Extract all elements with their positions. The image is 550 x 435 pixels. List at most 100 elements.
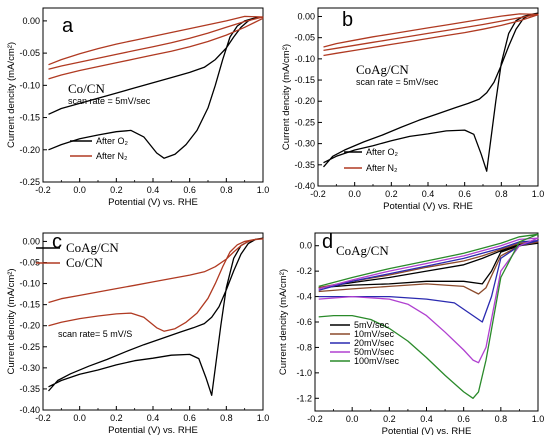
series-line-3 [48,17,264,80]
series-line-2 [48,15,264,70]
legend-label: 100mV/sec [354,356,400,366]
legend-label: Co/CN [66,255,103,270]
y-tick-label: -0.40 [294,181,315,191]
x-tick-label: 0.4 [420,414,433,424]
panel-letter: c [52,231,62,253]
y-tick-label: -0.6 [296,317,312,327]
plot-frame [317,7,539,187]
panel-a: -0.2 0.0 0.2 0.4 0.6 0.8 1.0 0.00 -0.05 -0.10 -0.1… [6,7,270,208]
x-tick-label: 1.0 [532,189,545,199]
series-line-2 [48,238,264,332]
y-tick-label: -0.05 [19,258,40,268]
series-line-1 [323,12,539,172]
sample-label: Co/CN [68,81,105,96]
y-tick-label: 0.0 [299,241,312,251]
panel-letter: a [62,15,74,37]
y-axis-label: Current dencity (mA/cm²) [6,268,17,374]
legend-label: After N₂ [366,163,398,173]
y-tick-label: -0.05 [294,33,315,43]
series-line-3 [323,14,539,57]
x-tick-label: 0.4 [422,189,435,199]
y-tick-label: -0.40 [19,405,40,415]
panel-c: -0.2 0.0 0.2 0.4 0.6 0.8 1.0 0.00 -0.05 -0.10 -0.1… [6,231,269,435]
y-tick-label: -0.25 [19,342,40,352]
y-tick-label: -0.15 [19,300,40,310]
y-tick-label: 0.00 [297,11,315,21]
scan-rate-annotation: scan rate = 5mV/sec [68,96,151,106]
legend-label: After O₂ [96,136,129,146]
legend-label: 5mV/sec [354,320,390,330]
x-tick-label: 0.6 [183,413,196,423]
scan-rate-annotation: scan rate = 5mV/sec [356,77,439,87]
y-tick-label: -0.8 [296,342,312,352]
panel-d: -0.2 0.0 0.2 0.4 0.6 0.8 1.0 0.0 -0.2 -0.4 -0.6 -0.… [278,231,544,435]
x-axis-label: Potential (V) vs. RHE [382,426,472,435]
legend-label: 50mV/sec [354,347,395,357]
legend-label: After N₂ [96,151,128,161]
series-line-4 [318,237,539,364]
panel-letter: b [342,9,353,31]
y-axis-label: Current dencity (mA/cm²) [278,269,289,375]
x-tick-label: 0.2 [110,413,123,423]
y-tick-label: -0.20 [294,96,315,106]
x-tick-label: 0.6 [457,414,470,424]
series-line-2 [323,13,539,52]
y-tick-label: -0.20 [19,145,40,155]
x-tick-label: 0.4 [147,185,160,195]
y-tick-label: 0.00 [22,16,40,26]
y-axis-label: Current dencity (mA/cm²) [6,42,17,148]
scan-rate-annotation: scan rate= 5 mV/S [58,329,132,339]
x-tick-label: 0.8 [495,189,508,199]
plot-frame [314,232,539,412]
y-tick-label: -0.15 [294,75,315,85]
y-tick-label: -0.05 [19,48,40,58]
x-tick-label: 0.0 [73,185,86,195]
x-axis-label: Potential (V) vs. RHE [108,425,198,435]
y-tick-label: -0.10 [19,279,40,289]
x-tick-label: 0.2 [110,185,123,195]
series-line-5 [318,233,539,399]
legend-label: 20mV/sec [354,338,395,348]
x-axis-label: Potential (V) vs. RHE [383,201,473,212]
y-tick-label: -0.4 [296,292,312,302]
sample-label: CoAg/CN [336,243,389,258]
y-tick-label: -0.35 [294,160,315,170]
x-tick-label: 0.8 [495,414,508,424]
x-tick-label: 0.0 [346,414,359,424]
y-tick-label: -0.35 [19,384,40,394]
panel-b: -0.2 0.0 0.2 0.4 0.6 0.8 1.0 0.00 -0.05 -0.10 -0.1… [281,7,545,212]
y-tick-label: -0.15 [19,113,40,123]
series-line-1 [48,16,264,159]
legend-label: 10mV/sec [354,329,395,339]
x-tick-label: 0.2 [385,189,398,199]
y-tick-label: -0.10 [294,54,315,64]
panel-letter: d [322,231,333,253]
x-tick-label: 0.4 [147,413,160,423]
x-tick-label: 1.0 [257,413,270,423]
x-tick-label: 1.0 [257,185,270,195]
y-tick-label: -0.30 [19,363,40,373]
x-axis-label: Potential (V) vs. RHE [108,197,198,208]
x-tick-label: 1.0 [532,414,545,424]
x-tick-label: -0.2 [35,413,51,423]
y-tick-label: 0.00 [22,236,40,246]
legend-label: CoAg/CN [66,240,119,255]
y-tick-label: -0.10 [19,80,40,90]
y-tick-label: -0.25 [19,177,40,187]
x-tick-label: 0.0 [73,413,86,423]
x-tick-label: 0.8 [220,185,233,195]
x-tick-label: 0.6 [458,189,471,199]
legend-label: After O₂ [366,147,399,157]
y-tick-label: -1.2 [296,393,312,403]
x-tick-label: 0.0 [348,189,361,199]
x-tick-label: -0.2 [307,414,323,424]
y-tick-label: -0.25 [294,117,315,127]
x-tick-label: -0.2 [310,189,326,199]
y-tick-label: -1.0 [296,368,312,378]
y-tick-label: -0.20 [19,321,40,331]
x-tick-label: 0.2 [383,414,396,424]
y-axis-label: Current dencity (mA/cm²) [281,44,292,150]
x-tick-label: 0.6 [183,185,196,195]
x-tick-label: 0.8 [220,413,233,423]
